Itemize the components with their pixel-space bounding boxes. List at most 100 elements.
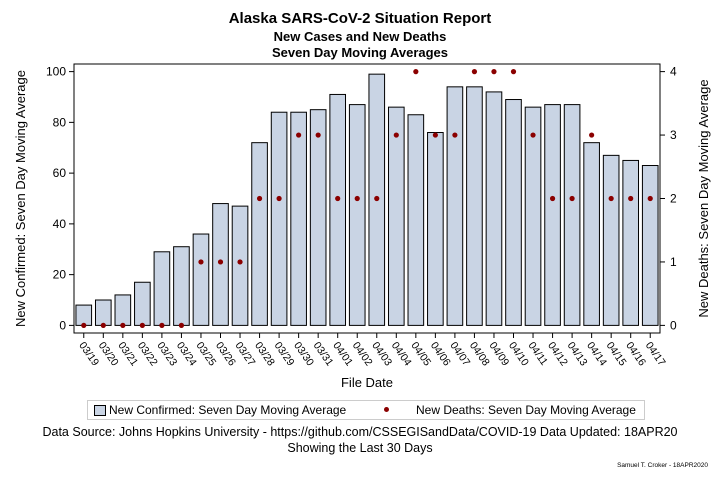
bar-confirmed — [309, 109, 327, 326]
point-deaths — [276, 195, 282, 202]
point-deaths — [510, 69, 517, 75]
point-deaths — [647, 195, 653, 202]
point-deaths — [628, 195, 634, 202]
bar-confirmed — [622, 159, 640, 326]
point-deaths — [608, 195, 614, 202]
y-right-axis-title: New Deaths: Seven Day Moving Average — [696, 79, 711, 317]
x-tick-label: 03/22 — [135, 340, 160, 369]
point-deaths — [354, 195, 360, 202]
x-tick-label: 03/29 — [272, 340, 297, 369]
y-right-tick-label: 3 — [670, 128, 677, 142]
y-right-tick-label: 2 — [670, 192, 677, 206]
x-tick-label: 03/31 — [311, 340, 336, 369]
legend-label-confirmed: New Confirmed: Seven Day Moving Average — [109, 403, 347, 417]
point-deaths — [178, 322, 185, 328]
bar-confirmed — [387, 106, 405, 326]
x-tick-label: 03/30 — [291, 340, 316, 369]
point-deaths — [159, 322, 165, 328]
period-note: Showing the Last 30 Days — [287, 441, 433, 455]
point-deaths — [100, 322, 106, 328]
bar-confirmed — [427, 132, 444, 326]
bar-confirmed — [94, 299, 112, 326]
x-tick-label: 03/26 — [213, 340, 238, 369]
x-tick-label: 03/19 — [76, 340, 101, 369]
point-deaths — [256, 195, 263, 202]
bar-confirmed — [270, 111, 288, 326]
bar-confirmed — [251, 142, 268, 326]
x-tick-label: 04/08 — [467, 340, 492, 369]
y-left-tick-label: 0 — [59, 318, 66, 332]
bar-confirmed — [75, 304, 93, 326]
y-left-tick-label: 100 — [46, 65, 66, 79]
y-left-tick-label: 20 — [53, 268, 67, 282]
point-deaths — [81, 322, 87, 328]
x-tick-label: 04/03 — [369, 340, 394, 369]
chart-title: Alaska SARS-CoV-2 Situation Report — [228, 10, 492, 27]
x-tick-label: 04/15 — [604, 340, 629, 369]
point-deaths — [471, 69, 478, 75]
point-deaths — [237, 259, 243, 265]
point-deaths — [296, 132, 302, 138]
point-deaths — [413, 69, 419, 75]
bar-confirmed — [485, 91, 503, 326]
bar-confirmed — [290, 111, 307, 326]
point-deaths — [198, 259, 204, 265]
x-tick-label: 04/05 — [408, 340, 433, 369]
chart-subtitle-1: New Cases and New Deaths — [273, 29, 447, 44]
point-deaths — [491, 69, 497, 75]
point-deaths — [452, 132, 458, 138]
point-deaths — [569, 195, 575, 202]
bar-confirmed — [563, 104, 581, 326]
x-tick-label: 03/23 — [154, 340, 179, 369]
bar-confirmed — [348, 104, 366, 326]
legend-label-deaths: New Deaths: Seven Day Moving Average — [416, 403, 636, 417]
author-signature: Samuel T. Croker - 18APR2020 — [617, 462, 708, 469]
x-tick-label: 03/21 — [115, 340, 140, 369]
point-deaths — [120, 322, 126, 328]
y-left-tick-label: 60 — [53, 166, 67, 180]
point-deaths — [217, 259, 224, 265]
point-deaths — [139, 322, 145, 328]
x-tick-label: 04/01 — [330, 340, 355, 369]
x-tick-label: 03/28 — [252, 340, 277, 369]
x-tick-label: 04/09 — [487, 340, 512, 369]
legend-dot-swatch — [384, 407, 389, 412]
x-tick-label: 04/14 — [584, 340, 609, 369]
x-tick-label: 04/06 — [428, 340, 453, 369]
x-tick-label: 04/07 — [447, 340, 472, 369]
bar-confirmed — [524, 106, 542, 326]
x-tick-label: 04/10 — [506, 340, 531, 369]
point-deaths — [589, 132, 595, 138]
bar-confirmed — [192, 233, 210, 326]
y-right-tick-label: 4 — [670, 65, 677, 79]
y-left-axis-title: New Confirmed: Seven Day Moving Average — [13, 70, 28, 327]
point-deaths — [432, 132, 438, 138]
y-right-tick-label: 0 — [670, 318, 677, 332]
x-tick-label: 03/25 — [194, 340, 219, 369]
bar-confirmed — [466, 86, 483, 326]
chart-legend: New Confirmed: Seven Day Moving Average … — [87, 400, 645, 420]
bar-confirmed — [583, 142, 600, 326]
chart-subtitle-2: Seven Day Moving Averages — [271, 45, 449, 60]
y-right-tick-label: 1 — [670, 255, 677, 269]
legend-bar-swatch — [94, 405, 106, 416]
bar-confirmed — [173, 246, 190, 326]
x-tick-label: 04/11 — [526, 340, 551, 368]
x-tick-label: 04/17 — [643, 340, 668, 369]
bar-confirmed — [114, 294, 132, 326]
bar-confirmed — [544, 104, 561, 326]
bar-confirmed — [329, 93, 347, 326]
x-tick-label: 03/24 — [174, 340, 199, 369]
point-deaths — [549, 195, 556, 202]
x-tick-label: 04/02 — [350, 340, 375, 369]
x-axis-title: File Date — [341, 375, 393, 390]
y-left-tick-label: 40 — [53, 217, 67, 231]
x-tick-label: 04/13 — [565, 340, 590, 369]
bar-confirmed — [505, 99, 522, 326]
point-deaths — [530, 132, 536, 138]
bar-confirmed — [602, 154, 620, 326]
y-left-tick-label: 80 — [53, 115, 67, 129]
x-tick-label: 04/12 — [545, 340, 570, 369]
bar-confirmed — [231, 205, 249, 326]
